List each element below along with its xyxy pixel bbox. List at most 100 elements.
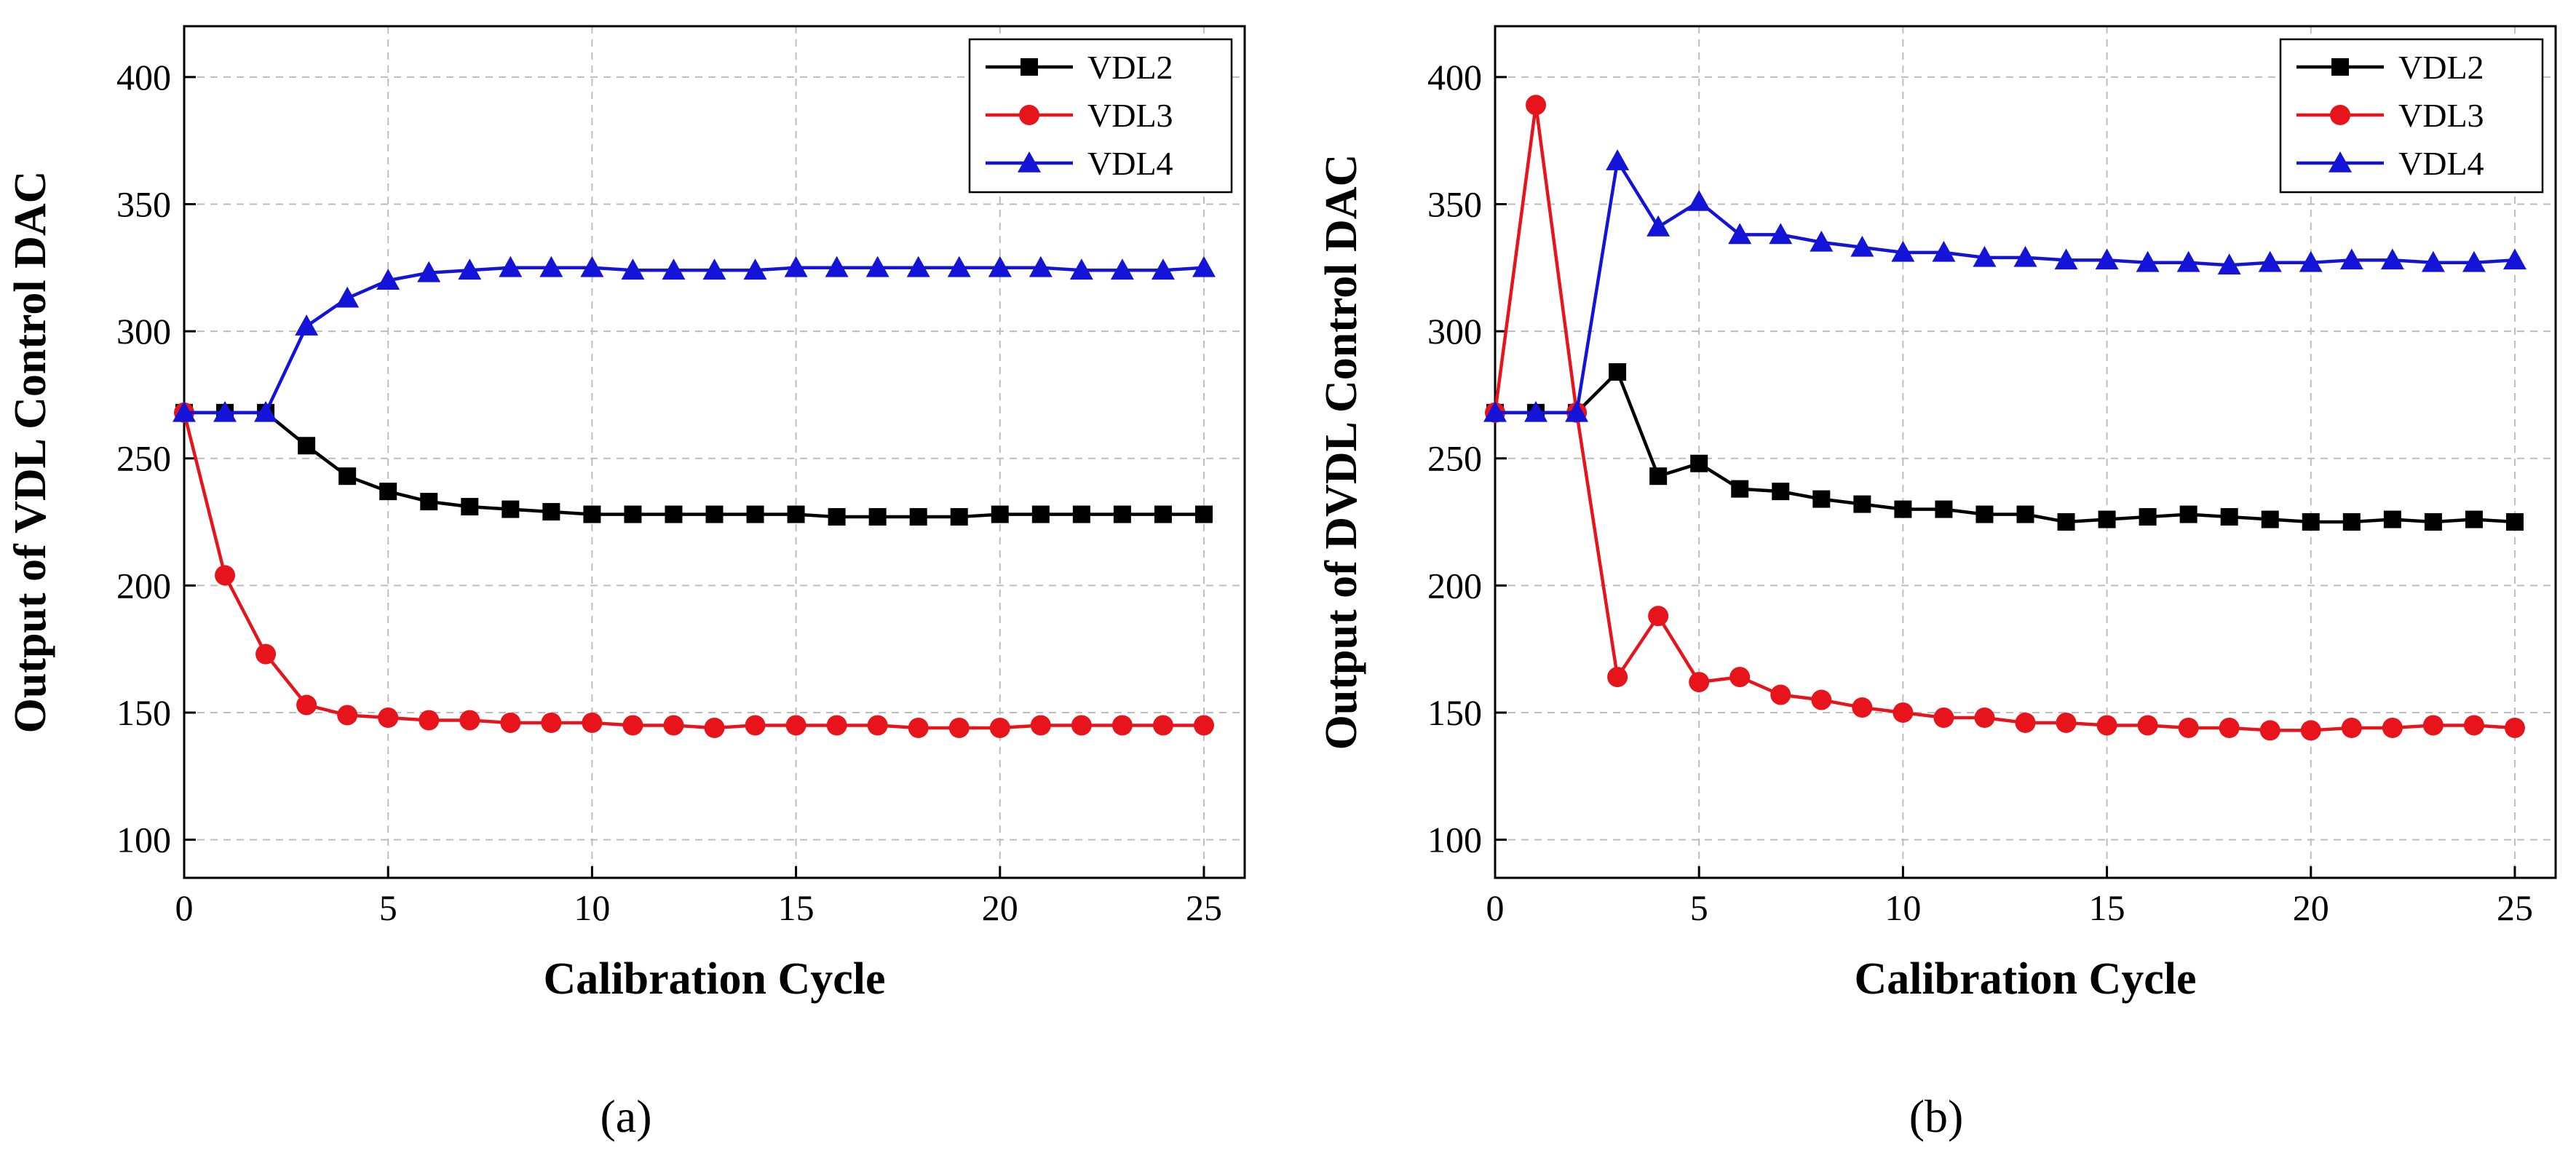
data-point xyxy=(1069,258,1093,280)
data-point xyxy=(1193,715,1214,736)
data-point xyxy=(1565,400,1589,422)
data-point xyxy=(2016,505,2034,523)
series-vdl2 xyxy=(175,403,1213,526)
legend-label: VDL2 xyxy=(1087,49,1173,86)
legend-label: VDL3 xyxy=(2398,97,2484,134)
data-point xyxy=(867,715,888,736)
series-line xyxy=(184,411,1204,519)
data-point xyxy=(1932,240,1956,262)
data-point xyxy=(2465,510,2483,528)
data-point xyxy=(2421,250,2445,272)
chart-panel-b: 0 5 10 15 20 25 100 150 200 250 300 350 400 Calibrati… xyxy=(1317,25,2557,1142)
x-tick-label: 15 xyxy=(778,887,815,928)
data-point xyxy=(1606,149,1630,170)
plot-frame xyxy=(1494,25,2557,879)
data-point xyxy=(2178,717,2199,738)
data-point xyxy=(254,400,278,422)
data-point xyxy=(2382,717,2403,738)
y-tick-label: 200 xyxy=(1427,565,1482,606)
data-point xyxy=(2179,505,2197,523)
data-point xyxy=(2219,717,2240,738)
series-line xyxy=(184,266,1205,415)
data-point xyxy=(991,505,1009,523)
data-point xyxy=(828,508,846,526)
data-point xyxy=(1729,667,1751,688)
data-point xyxy=(1524,400,1548,422)
data-point xyxy=(947,255,971,277)
data-point xyxy=(1072,505,1090,523)
data-point xyxy=(704,717,725,738)
data-point xyxy=(337,705,358,726)
x-axis-title: Calibration Cycle xyxy=(543,954,885,1004)
panel-caption: (b) xyxy=(1909,1090,1964,1142)
x-tick-label: 10 xyxy=(574,887,610,928)
y-tick-label: 300 xyxy=(116,311,171,352)
y-tick-label: 300 xyxy=(1427,311,1482,352)
data-point xyxy=(1151,258,1175,280)
data-point xyxy=(2096,715,2117,736)
legend-label: VDL4 xyxy=(1087,145,1173,182)
data-point xyxy=(1152,715,1173,736)
legend-marker xyxy=(2331,58,2349,76)
y-tick-label: 400 xyxy=(1427,57,1482,98)
data-point xyxy=(2095,248,2119,270)
data-point xyxy=(1029,255,1053,277)
data-point xyxy=(1973,245,1997,267)
data-point xyxy=(255,643,277,665)
data-point xyxy=(663,715,684,736)
data-point xyxy=(2300,720,2321,741)
data-point xyxy=(215,565,236,586)
data-point xyxy=(583,505,601,523)
y-tick-label: 200 xyxy=(116,565,171,606)
data-point xyxy=(622,715,643,736)
legend-label: VDL4 xyxy=(2398,145,2484,182)
legend-label: VDL2 xyxy=(2398,49,2484,86)
data-point xyxy=(865,255,889,277)
data-point xyxy=(2299,250,2323,272)
data-point xyxy=(499,255,523,277)
data-point xyxy=(1810,230,1834,252)
data-point xyxy=(2261,510,2279,528)
y-axis-title: Output of DVDL Control DAC xyxy=(1317,154,1366,750)
data-point xyxy=(2258,250,2282,272)
data-point xyxy=(1192,255,1216,277)
data-point xyxy=(2342,513,2361,531)
series-line xyxy=(182,412,1204,730)
data-point xyxy=(906,255,930,277)
data-point xyxy=(1731,480,1749,498)
data-point xyxy=(2422,715,2444,736)
data-point xyxy=(542,503,560,521)
data-point xyxy=(295,314,319,336)
legend: VDL2 VDL3 VDL4 xyxy=(968,38,1233,194)
data-point xyxy=(1113,505,1131,523)
x-tick-label: 10 xyxy=(1885,887,1921,928)
data-point xyxy=(743,258,767,280)
data-point xyxy=(621,258,645,280)
x-tick-label: 0 xyxy=(175,887,194,928)
data-point xyxy=(417,261,441,282)
data-point xyxy=(541,712,562,733)
y-tick-label: 100 xyxy=(116,820,171,860)
data-point xyxy=(2217,253,2241,275)
legend-marker xyxy=(1019,105,1039,125)
data-point xyxy=(988,255,1012,277)
data-point xyxy=(1689,672,1710,693)
data-point xyxy=(1690,454,1708,472)
data-point xyxy=(908,717,929,738)
data-point xyxy=(662,258,686,280)
data-point xyxy=(1894,500,1912,518)
data-point xyxy=(2504,717,2525,738)
data-point xyxy=(213,400,237,422)
data-point xyxy=(1769,223,1793,245)
data-point xyxy=(459,710,480,731)
data-point xyxy=(1646,215,1671,237)
legend-marker xyxy=(1021,58,1038,76)
data-point xyxy=(1030,715,1051,736)
series-vdl3 xyxy=(1485,95,2525,741)
data-point xyxy=(1975,505,1994,523)
data-point xyxy=(419,710,440,731)
data-point xyxy=(1853,495,1871,513)
x-tick-label: 5 xyxy=(1690,887,1708,928)
series-vdl4 xyxy=(173,255,1216,422)
x-tick-label: 20 xyxy=(2293,887,2329,928)
